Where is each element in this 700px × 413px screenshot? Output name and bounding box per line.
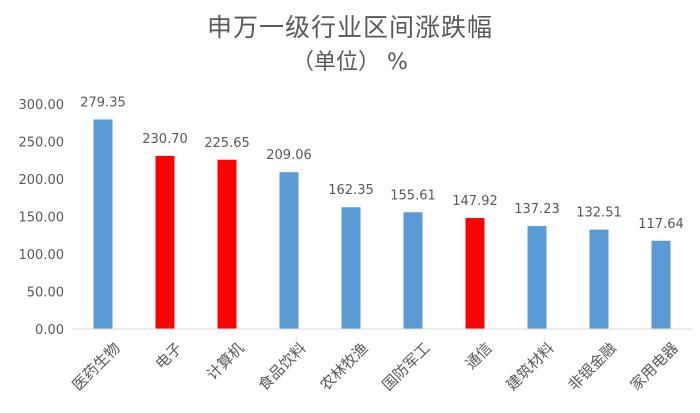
x-tick-label: 农林牧渔 xyxy=(317,339,372,394)
data-label: 209.06 xyxy=(266,148,312,163)
bar xyxy=(279,172,299,329)
x-axis: 医药生物 电子 计算机 食品饮料 农林牧渔 国防军工 通信 建筑材料 非银金融 家用电器 xyxy=(69,328,692,394)
x-tick-label: 计算机 xyxy=(203,339,248,384)
y-tick-label: 0.00 xyxy=(35,323,64,338)
bar xyxy=(403,212,423,329)
x-tick-label: 医药生物 xyxy=(69,339,124,394)
y-tick-label: 300.00 xyxy=(19,98,65,113)
bar xyxy=(465,218,485,329)
bar xyxy=(589,229,609,329)
x-tick-label: 家用电器 xyxy=(627,339,682,394)
bar xyxy=(341,207,361,329)
data-label: 225.65 xyxy=(204,136,250,151)
data-label: 137.23 xyxy=(514,202,560,217)
data-labels: 279.35 230.70 225.65 209.06 162.35 155.61 147.… xyxy=(80,95,684,231)
data-label: 162.35 xyxy=(328,183,374,198)
y-tick-label: 150.00 xyxy=(19,211,65,226)
y-tick-label: 50.00 xyxy=(27,286,64,301)
y-tick-label: 250.00 xyxy=(19,136,65,151)
x-tick-label: 非银金融 xyxy=(565,339,620,394)
bar xyxy=(527,226,547,329)
data-label: 230.70 xyxy=(142,132,188,147)
x-tick-label: 建筑材料 xyxy=(503,339,558,394)
x-tick-label: 电子 xyxy=(152,339,186,373)
chart-title: 申万一级行业区间涨跌幅 xyxy=(206,13,493,42)
data-label: 147.92 xyxy=(452,194,498,209)
x-tick-label: 食品饮料 xyxy=(255,339,310,394)
x-tick-label: 通信 xyxy=(462,339,496,373)
data-label: 155.61 xyxy=(390,188,436,203)
bar xyxy=(651,240,671,329)
x-tick-label: 国防军工 xyxy=(379,339,434,394)
y-tick-label: 100.00 xyxy=(19,248,65,263)
y-tick-label: 200.00 xyxy=(19,173,65,188)
y-axis: 0.00 50.00 100.00 150.00 200.00 250.00 300.00 xyxy=(19,98,65,338)
data-label: 132.51 xyxy=(576,206,622,221)
bar xyxy=(93,119,113,329)
data-label: 279.35 xyxy=(80,95,126,110)
bar xyxy=(155,155,175,329)
data-label: 117.64 xyxy=(638,217,684,232)
bars xyxy=(93,119,671,329)
bar xyxy=(217,159,237,329)
chart-subtitle: （单位） % xyxy=(292,50,408,75)
